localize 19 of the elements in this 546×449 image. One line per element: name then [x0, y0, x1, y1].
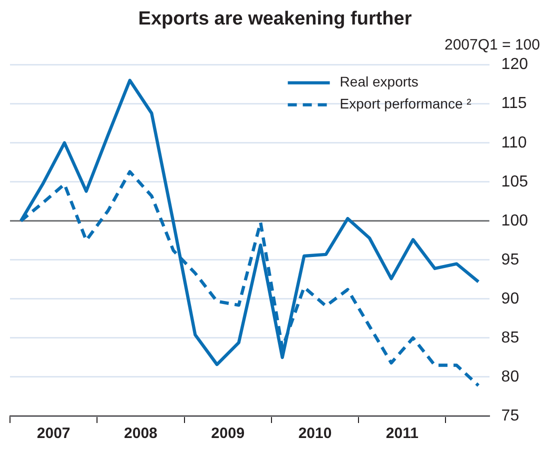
x-tick-label: 2010 [298, 425, 332, 442]
chart-title: Exports are weakening further [138, 8, 412, 30]
x-tick-label: 2011 [386, 425, 418, 442]
x-tick-label: 2008 [124, 425, 158, 442]
y-tick-label: 95 [501, 251, 520, 268]
y-tick-label: 105 [501, 173, 528, 190]
y-tick-label: 100 [501, 212, 528, 230]
legend-label: Export performance ² [340, 96, 472, 112]
y-tick-label: 85 [501, 329, 520, 346]
x-tick-label: 2007 [36, 425, 70, 442]
y-axis-title: 2007Q1 = 100 [444, 36, 540, 54]
x-tick-label: 2009 [211, 425, 245, 442]
y-tick-label: 75 [501, 407, 520, 424]
legend-label: Real exports [340, 74, 418, 90]
y-tick-label: 115 [501, 95, 527, 112]
y-tick-label: 80 [501, 368, 520, 386]
y-tick-label: 110 [501, 134, 527, 152]
y-tick-label: 90 [501, 290, 520, 308]
y-tick-label: 120 [501, 56, 528, 74]
